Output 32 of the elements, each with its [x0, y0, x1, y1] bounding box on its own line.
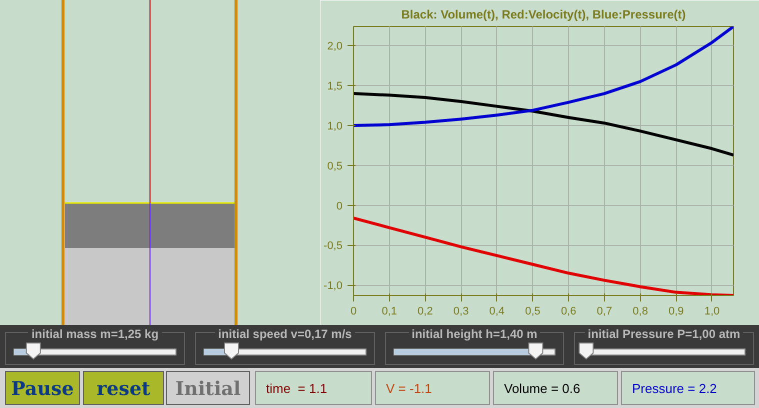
y-tick-label: 2,0	[327, 40, 343, 53]
x-tick-label: 0,9	[668, 306, 684, 318]
x-tick-label: 0,2	[418, 306, 433, 318]
x-tick-label: 0,7	[596, 306, 612, 318]
text: V = -1.1	[375, 371, 490, 405]
text: Initial	[166, 371, 250, 405]
text: initial mass m=1,25 kg	[28, 327, 162, 341]
y-tick-label: 1,0	[327, 120, 343, 132]
x-tick-label: 0,3	[453, 306, 469, 318]
text: Pressure = 2.2	[621, 371, 755, 405]
text: initial height h=1,40 m	[408, 327, 540, 341]
line-series	[354, 92, 734, 157]
x-tick-label: 0,5	[525, 306, 540, 318]
y-tick-label: 0	[336, 200, 343, 212]
x-tick-label: 0,1	[382, 306, 397, 318]
y-tick-label: -0,5	[324, 240, 343, 252]
x-tick-label: 0	[350, 306, 357, 318]
x-tick-label: 0,8	[632, 306, 648, 318]
text: Pause	[5, 371, 80, 405]
text: initial speed v=0,17 m/s	[215, 327, 355, 341]
x-tick-label: 1,0	[704, 306, 720, 318]
text: time = 1.1	[255, 371, 372, 405]
y-tick-label: 1,5	[327, 80, 343, 93]
y-tick-label: -1,0	[324, 280, 343, 292]
text: Volume = 0.6	[493, 371, 618, 405]
chart-title: Black: Volume(t), Red:Velocity(t), Blue:Pressure(t)	[401, 8, 686, 22]
line-series	[354, 26, 734, 127]
text: reset	[83, 371, 164, 405]
x-tick-label: 0,6	[560, 306, 576, 318]
x-tick-label: 0,4	[489, 306, 505, 318]
y-tick-label: 0,5	[327, 160, 343, 172]
text: initial Pressure P=1,00 atm	[584, 327, 744, 341]
